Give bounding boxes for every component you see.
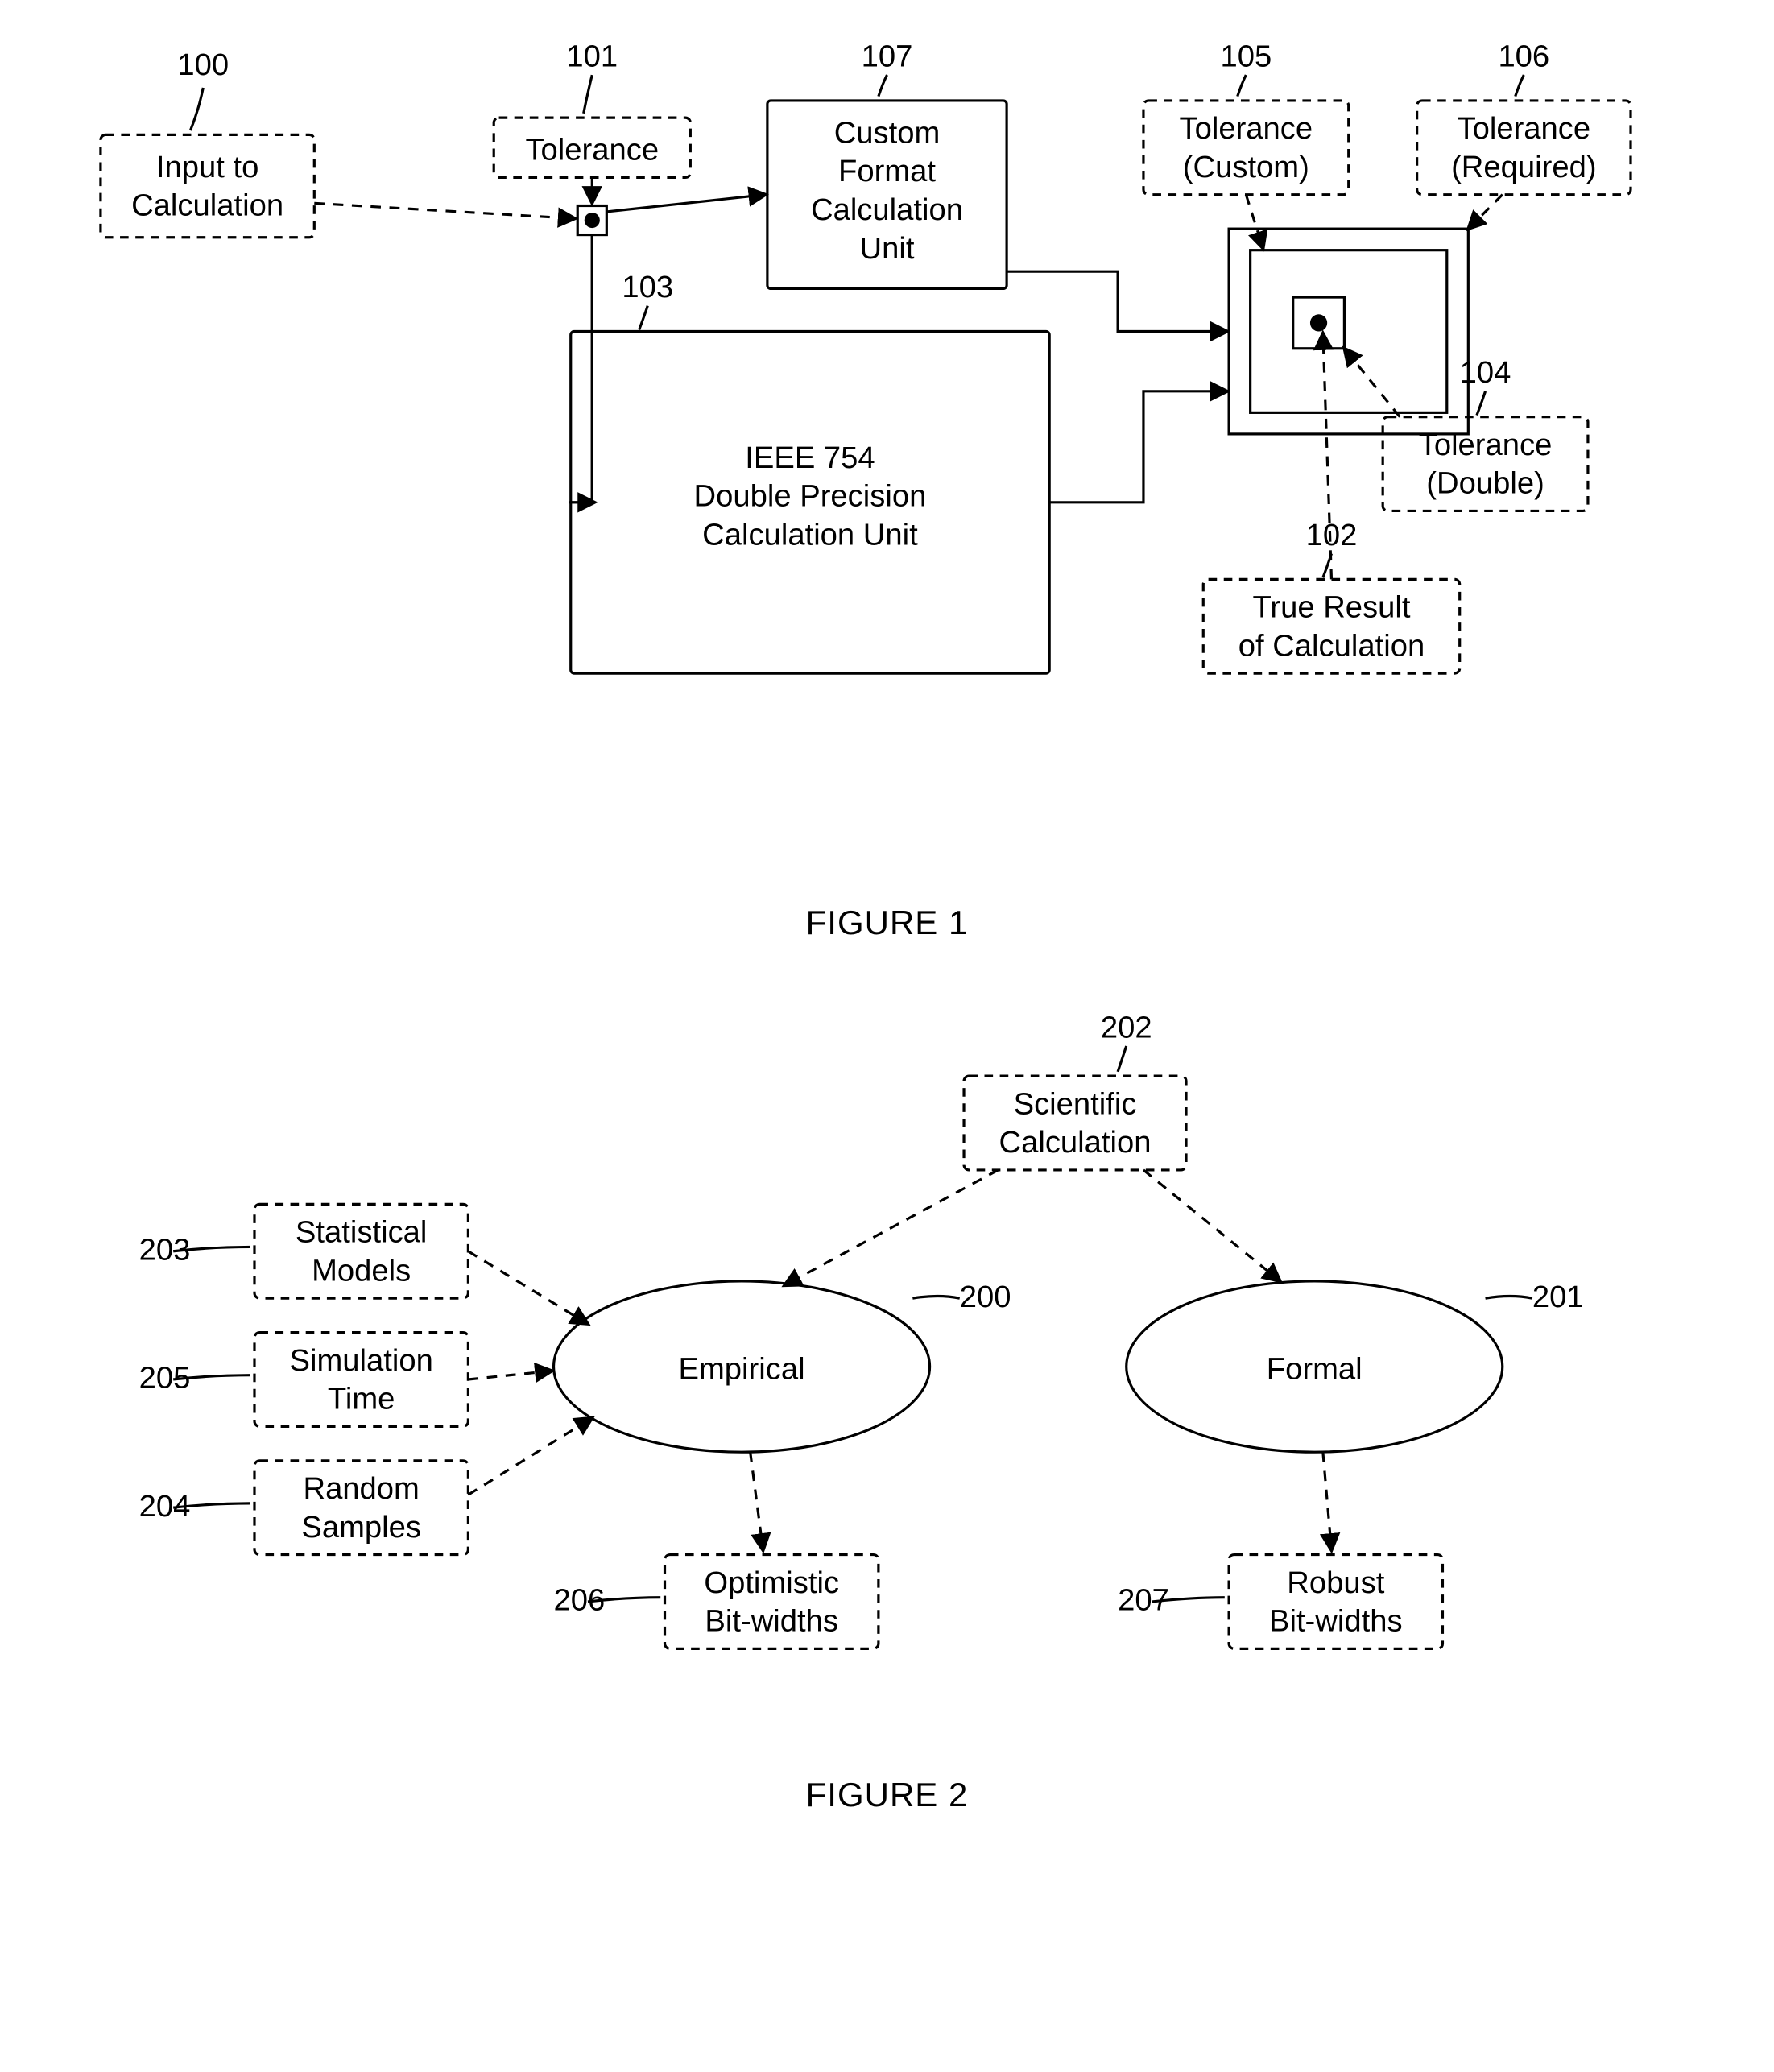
node-206-optimistic-bitwidths: Optimistic Bit-widths 206 xyxy=(553,1554,878,1648)
ref-201: 201 xyxy=(1532,1279,1584,1313)
figure-1: Input to Calculation 100 Tolerance 101 C… xyxy=(32,32,1742,942)
node-204-line2: Samples xyxy=(301,1509,421,1544)
node-207-line1: Robust xyxy=(1287,1565,1384,1599)
node-103-ieee754: IEEE 754 Double Precision Calculation Un… xyxy=(571,270,1049,673)
ref-100: 100 xyxy=(177,48,229,82)
edge-202-201 xyxy=(1143,1169,1280,1280)
node-107-line4: Unit xyxy=(860,231,915,266)
figure-2: Scientific Calculation 202 Statistical M… xyxy=(32,991,1742,1814)
ref-101: 101 xyxy=(566,39,618,73)
ref-102: 102 xyxy=(1306,518,1358,552)
node-204-line1: Random xyxy=(303,1471,419,1506)
figure-1-title: FIGURE 1 xyxy=(32,904,1742,942)
node-203-statistical-models: Statistical Models 203 xyxy=(139,1204,469,1298)
ref-106: 106 xyxy=(1498,39,1549,73)
node-105-line1: Tolerance xyxy=(1180,111,1313,146)
node-105-tolerance-custom: Tolerance (Custom) 105 xyxy=(1143,39,1349,194)
node-100-line2: Calculation xyxy=(131,188,283,223)
figure-2-svg: Scientific Calculation 202 Statistical M… xyxy=(32,991,1742,1760)
node-100-input-to-calculation: Input to Calculation 100 xyxy=(101,48,314,238)
ellipse-200-empirical: Empirical 200 xyxy=(554,1279,1011,1451)
node-106-line1: Tolerance xyxy=(1457,111,1590,146)
node-202-line1: Scientific xyxy=(1014,1086,1137,1121)
node-107-custom-format: Custom Format Calculation Unit 107 xyxy=(767,39,1007,288)
edge-103-nested xyxy=(1049,391,1227,502)
edge-205-200 xyxy=(468,1371,552,1379)
edge-junction-103a xyxy=(569,235,593,502)
ref-105: 105 xyxy=(1220,39,1272,73)
node-203-line2: Models xyxy=(312,1253,411,1288)
node-103-line2: Double Precision xyxy=(694,479,927,514)
node-102-line2: of Calculation xyxy=(1238,628,1425,663)
node-205-line2: Time xyxy=(328,1381,395,1416)
edge-202-200 xyxy=(784,1169,998,1284)
edge-204-200 xyxy=(468,1417,592,1495)
node-100-line1: Input to xyxy=(156,150,258,184)
edge-200-206 xyxy=(751,1452,763,1550)
ref-202: 202 xyxy=(1101,1010,1152,1044)
edge-105-nested xyxy=(1246,195,1263,249)
figure-2-title: FIGURE 2 xyxy=(32,1776,1742,1814)
node-202-scientific-calc: Scientific Calculation 202 xyxy=(964,1010,1186,1170)
ref-107: 107 xyxy=(862,39,913,73)
node-204-random-samples: Random Samples 204 xyxy=(139,1460,469,1554)
edge-106-nested xyxy=(1468,195,1502,229)
node-107-line3: Calculation xyxy=(811,192,963,227)
node-105-line2: (Custom) xyxy=(1183,150,1309,184)
ellipse-201-label: Formal xyxy=(1267,1351,1363,1386)
node-103-line1: IEEE 754 xyxy=(745,440,875,475)
node-106-tolerance-required: Tolerance (Required) 106 xyxy=(1417,39,1631,194)
ellipse-200-label: Empirical xyxy=(678,1351,804,1386)
node-107-line1: Custom xyxy=(834,115,941,150)
node-206-line1: Optimistic xyxy=(704,1565,839,1599)
node-101-tolerance: Tolerance 101 xyxy=(494,39,690,177)
edge-junction-107 xyxy=(606,195,765,212)
node-205-line1: Simulation xyxy=(289,1342,432,1377)
node-207-line2: Bit-widths xyxy=(1269,1603,1403,1638)
nested-result-box xyxy=(1229,229,1468,434)
ref-103: 103 xyxy=(622,270,673,304)
node-106-line2: (Required) xyxy=(1451,150,1596,184)
node-102-line1: True Result xyxy=(1252,590,1410,625)
node-102-true-result: True Result of Calculation 102 xyxy=(1203,518,1459,673)
node-207-robust-bitwidths: Robust Bit-widths 207 xyxy=(1118,1554,1442,1648)
edge-203-200 xyxy=(468,1251,588,1323)
edge-201-207 xyxy=(1323,1452,1332,1550)
edge-107-nested xyxy=(1007,271,1227,331)
edge-100-junction xyxy=(314,203,575,218)
node-203-line1: Statistical xyxy=(296,1214,427,1249)
node-104-line2: (Double) xyxy=(1426,466,1544,501)
ellipse-201-formal: Formal 201 xyxy=(1127,1279,1584,1451)
figure-1-svg: Input to Calculation 100 Tolerance 101 C… xyxy=(32,32,1742,887)
junction-input xyxy=(577,205,606,234)
node-101-line1: Tolerance xyxy=(525,133,659,167)
edge-104-nested xyxy=(1344,349,1400,417)
ref-200: 200 xyxy=(960,1279,1011,1313)
node-202-line2: Calculation xyxy=(999,1125,1152,1160)
node-103-line3: Calculation Unit xyxy=(702,517,918,552)
node-206-line2: Bit-widths xyxy=(705,1603,838,1638)
node-205-simulation-time: Simulation Time 205 xyxy=(139,1332,469,1426)
node-107-line2: Format xyxy=(838,154,936,188)
